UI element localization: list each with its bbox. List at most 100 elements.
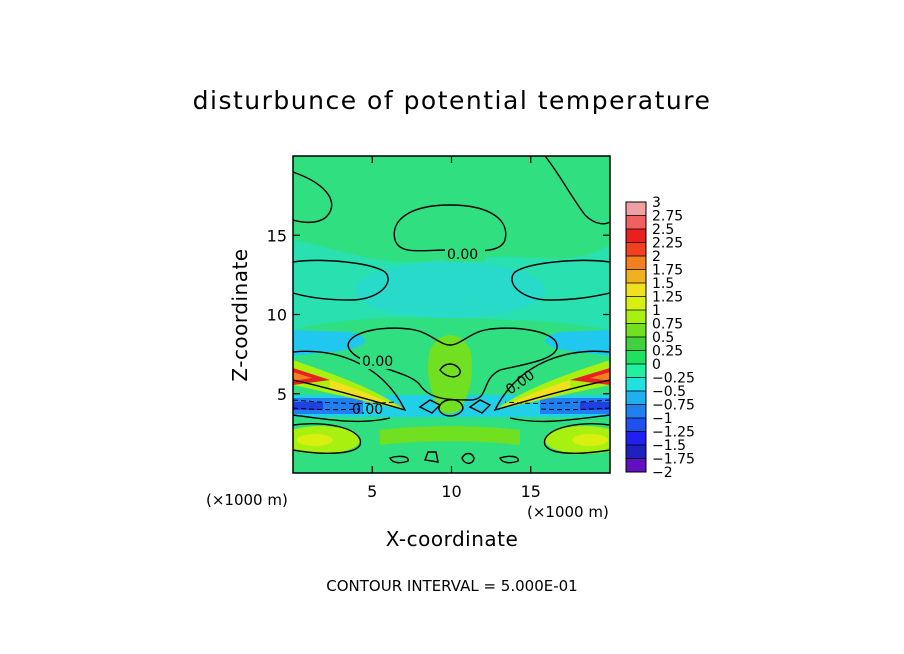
contour-line [293,259,389,301]
x-axis: 5 10 15 [367,156,541,501]
colorbar-swatch [626,431,646,446]
contour-line [293,350,407,412]
colorbar-label: −2 [652,465,673,481]
colorbar-label: 1.5 [652,276,674,292]
colorbar-label: 0.75 [652,317,683,333]
contour-line-negative [539,407,610,411]
colorbar-swatch [626,350,646,365]
colorbar-label: 2 [652,249,661,265]
hot-plume-left [330,380,400,408]
contour-line [438,399,464,417]
contour-line [293,423,362,454]
cool-core [355,262,545,318]
contour-line [544,156,610,225]
colorbar-swatch [626,283,646,297]
colorbar-label: 1.75 [652,263,683,279]
colorbar-swatch [626,256,646,270]
contour-line [347,327,558,401]
cold-core-left [293,402,323,410]
warm-layer-center [380,426,520,445]
contour-lines-negative [293,399,610,411]
contour-line [393,204,507,252]
contour-line [509,414,610,423]
contour-line [389,455,409,464]
colorbar-swatch [626,404,646,419]
y-tick-label: 5 [277,385,287,404]
hot-plume-right [500,380,570,408]
cold-core-right [580,402,610,410]
x-tick-label: 15 [521,482,541,501]
colorbar-label: −1.25 [652,425,695,441]
chart-title: disturbunce of potential temperature [192,86,712,115]
contour-line-negative [504,399,610,404]
colorbar-label: 1 [652,303,661,319]
colorbar-label: 1.25 [652,290,683,306]
colorbar-swatch [626,391,646,405]
contour-label: 0.00 [362,354,393,370]
colorbar-label: 0 [652,357,661,373]
colorbar-swatch [626,202,646,216]
cool-band-left [293,330,365,356]
colorbar: 32.752.52.2521.751.51.2510.750.50.250−0.… [625,195,695,481]
x-tick-label: 5 [367,482,377,501]
x-tick-label: 10 [441,482,461,501]
colorbar-swatch [626,337,646,351]
contour-label-bg [445,246,485,262]
colorbar-label: −0.5 [652,384,686,400]
x-axis-unit: (×1000 m) [527,503,609,521]
cool-band-right [545,330,610,356]
contour-line [468,399,492,414]
y-axis: 5 10 15 [267,226,610,404]
contour-lines [293,156,610,464]
warm-core-low-right [572,434,608,446]
contour-line [293,171,333,224]
colorbar-swatch [626,310,646,324]
colorbar-swatch [626,364,646,378]
colorbar-label: −0.75 [652,398,695,414]
colorbar-label: −1.75 [652,452,695,468]
contour-line [439,363,461,378]
colorbar-swatch [626,229,646,243]
contour-label: 0.00 [352,402,383,418]
colorbar-label: 2.25 [652,236,683,252]
colorbar-swatch [626,418,646,432]
y-axis-label: Z-coordinate [228,248,252,382]
hot-core-right [570,368,610,385]
colorbar-swatch [626,269,646,284]
hot-edge-right [590,372,610,381]
contour-line [424,451,439,463]
hot-core-left [293,368,330,385]
colorbar-swatch [626,215,646,230]
contour-line-negative [293,407,361,411]
contour-line [543,423,610,454]
colorbar-label: −1.5 [652,438,686,454]
colorbar-label: 0.5 [652,330,674,346]
colorbar-label: 2.75 [652,209,683,225]
colorbar-label: 3 [652,195,661,211]
contour-line [499,455,519,464]
colorbar-swatch [626,296,646,311]
colorbar-label: 2.5 [652,222,674,238]
colorbar-label: −1 [652,411,673,427]
contour-line [461,452,475,464]
contour-line [418,399,442,414]
contour-line-negative [293,399,396,404]
warm-core-low-left [297,434,333,446]
contour-line [293,414,391,423]
colorbar-label: −0.25 [652,371,695,387]
contour-label-bg [360,353,400,369]
x-axis-label: X-coordinate [385,527,519,551]
colorbar-swatch [626,458,646,473]
colorbar-swatch [626,242,646,257]
colorbar-swatch [626,445,646,459]
contour-line [493,350,610,412]
contour-line [511,259,610,301]
hot-edge-left [293,372,312,381]
central-plume [428,335,472,414]
colorbar-swatch [626,377,646,392]
colorbar-label: 0.25 [652,344,683,360]
y-tick-label: 15 [267,226,287,245]
colorbar-swatch [626,323,646,338]
contour-interval-note: CONTOUR INTERVAL = 5.000E-01 [326,577,578,595]
